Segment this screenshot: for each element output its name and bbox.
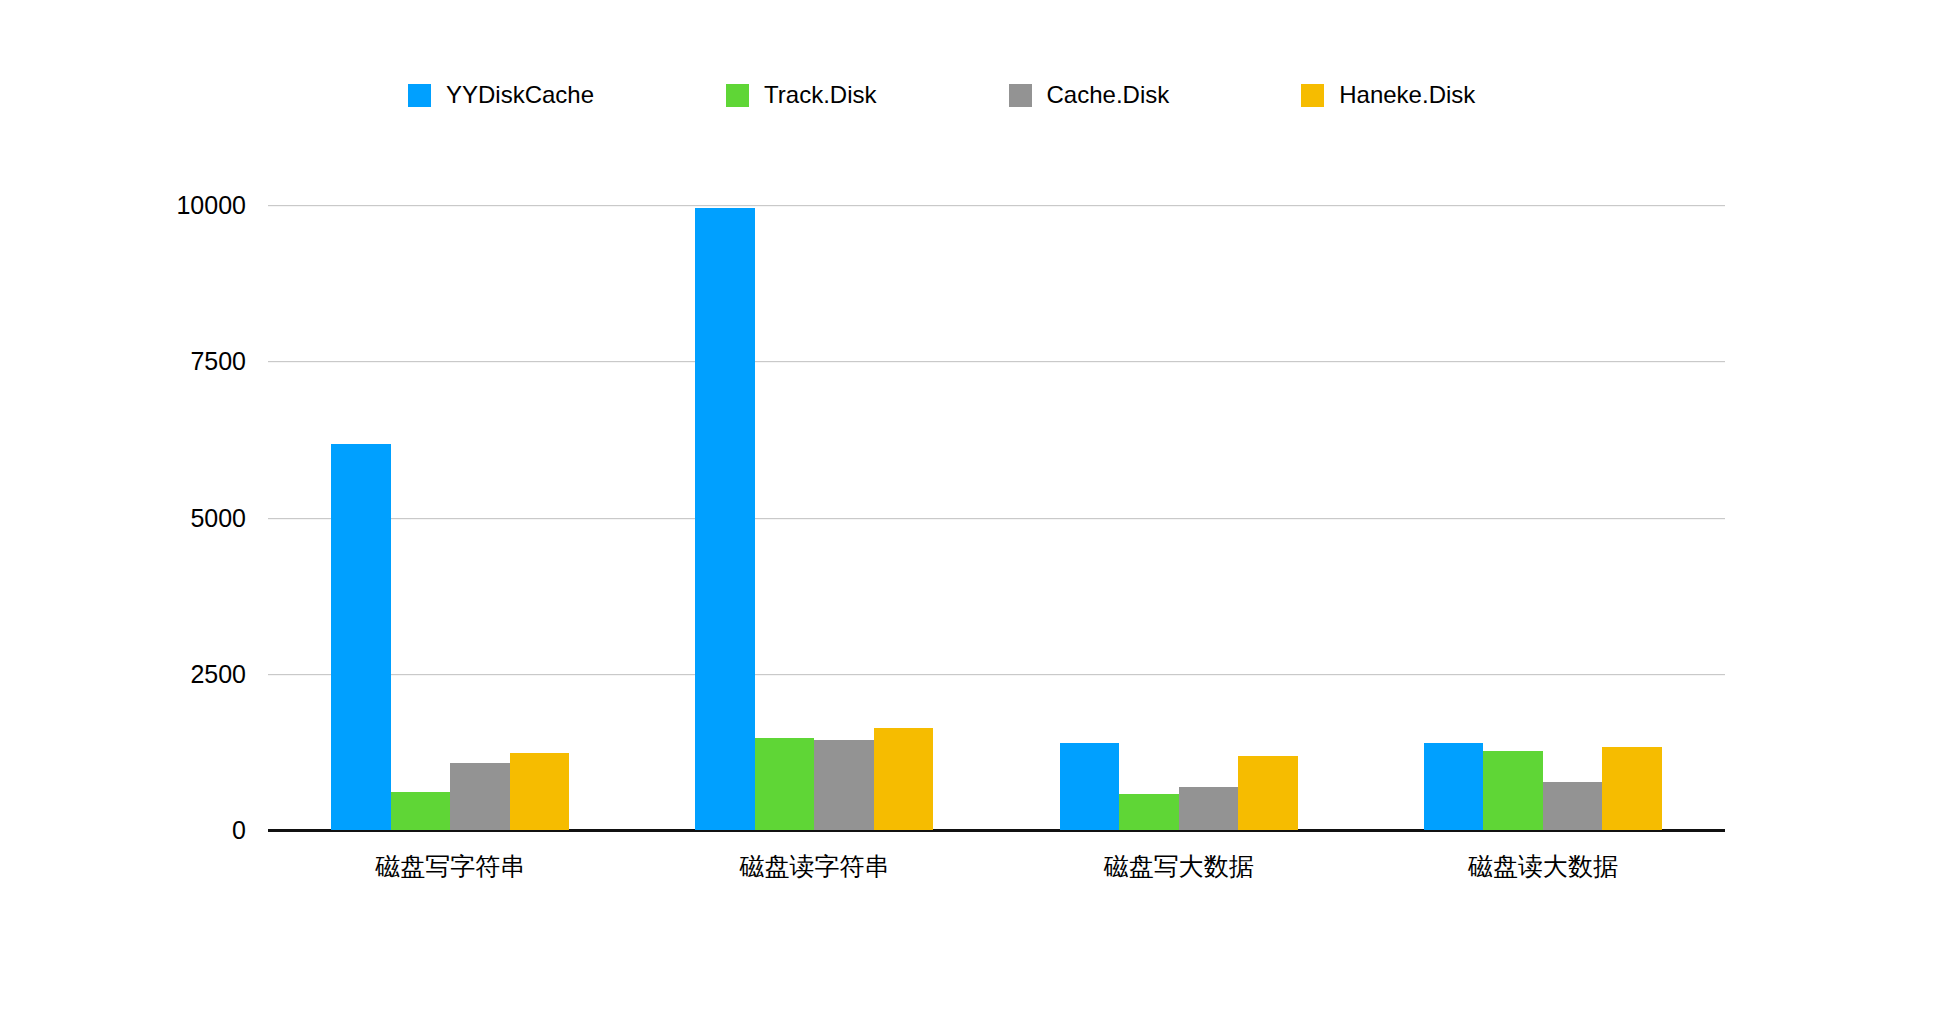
chart-canvas: YYDiskCache Track.Disk Cache.Disk Haneke.Di… [0, 0, 1942, 1030]
x-axis-category-label: 磁盘写字符串 [375, 854, 525, 879]
bar-yydiskcache [1424, 743, 1484, 830]
gridline [268, 674, 1725, 675]
gridline [268, 518, 1725, 519]
gridline [268, 361, 1725, 362]
bar-track-disk [1119, 794, 1179, 830]
legend-color-swatch-icon [1009, 84, 1032, 107]
bar-track-disk [1483, 751, 1543, 830]
bar-cache-disk [1179, 787, 1239, 830]
y-axis-tick-label: 10000 [136, 193, 246, 218]
x-axis-category-label: 磁盘读大数据 [1468, 854, 1618, 879]
bar-cache-disk [1543, 782, 1603, 830]
legend-color-swatch-icon [1301, 84, 1324, 107]
bar-track-disk [755, 738, 815, 830]
plot-area: 025005000750010000磁盘写字符串磁盘读字符串磁盘写大数据磁盘读大… [268, 205, 1725, 830]
y-axis-tick-label: 5000 [136, 505, 246, 530]
y-axis-tick-label: 7500 [136, 349, 246, 374]
legend-item: Cache.Disk [1009, 83, 1170, 107]
y-axis-tick-label: 2500 [136, 661, 246, 686]
legend-item: Track.Disk [726, 83, 876, 107]
bar-yydiskcache [331, 444, 391, 830]
x-axis-category-label: 磁盘写大数据 [1104, 854, 1254, 879]
legend-label: YYDiskCache [446, 83, 594, 107]
bar-cache-disk [450, 763, 510, 830]
chart-legend: YYDiskCache Track.Disk Cache.Disk Haneke.Di… [408, 83, 1475, 107]
y-axis-tick-label: 0 [136, 818, 246, 843]
bar-haneke-disk [1602, 747, 1662, 830]
legend-label: Track.Disk [764, 83, 876, 107]
bar-haneke-disk [874, 728, 934, 830]
bar-yydiskcache [1060, 743, 1120, 830]
bar-haneke-disk [510, 753, 570, 830]
legend-color-swatch-icon [408, 84, 431, 107]
x-axis-line [268, 829, 1725, 832]
gridline [268, 205, 1725, 206]
bar-cache-disk [814, 740, 874, 830]
bar-track-disk [391, 792, 451, 830]
legend-item: YYDiskCache [408, 83, 594, 107]
legend-color-swatch-icon [726, 84, 749, 107]
x-axis-category-label: 磁盘读字符串 [739, 854, 889, 879]
legend-label: Haneke.Disk [1339, 83, 1475, 107]
bar-haneke-disk [1238, 756, 1298, 830]
legend-label: Cache.Disk [1047, 83, 1170, 107]
bar-yydiskcache [695, 208, 755, 830]
legend-item: Haneke.Disk [1301, 83, 1475, 107]
